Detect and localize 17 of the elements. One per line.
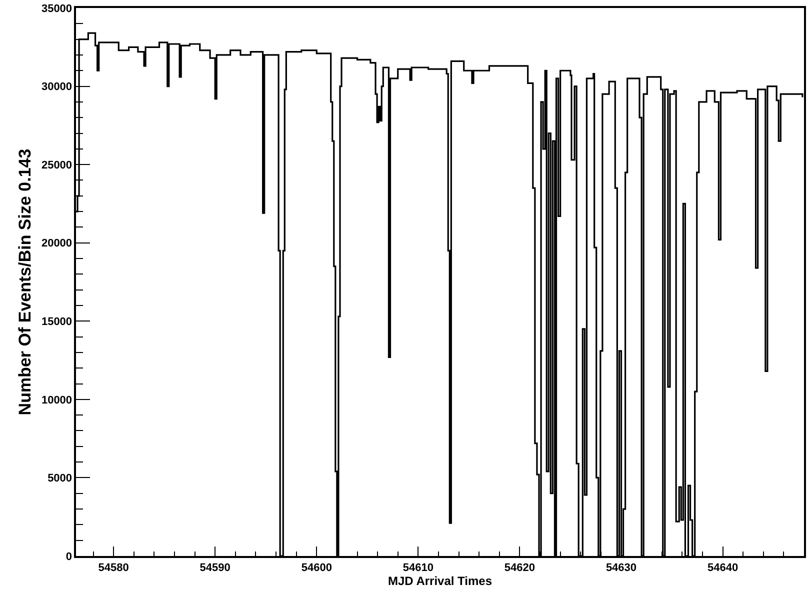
y-tick-label: 25000 bbox=[41, 159, 72, 172]
x-tick-label: 54580 bbox=[98, 562, 129, 574]
x-tick-label: 54590 bbox=[200, 562, 230, 574]
y-tick-label: 5000 bbox=[48, 472, 72, 485]
y-tick-label: 30000 bbox=[41, 81, 72, 94]
x-tick-label: 54630 bbox=[606, 562, 637, 574]
y-tick-label: 10000 bbox=[41, 394, 72, 406]
y-tick-label: 20000 bbox=[41, 238, 72, 250]
y-tick-label: 15000 bbox=[41, 316, 72, 328]
y-tick-label: 0 bbox=[66, 550, 72, 563]
x-tick-label: 54600 bbox=[301, 562, 332, 574]
y-tick-label: 35000 bbox=[41, 2, 72, 15]
y-axis-title: Number Of Events/Bin Size 0.143 bbox=[16, 148, 35, 416]
x-tick-label: 54620 bbox=[504, 562, 535, 574]
x-tick-label: 54640 bbox=[707, 562, 738, 574]
x-axis-title: MJD Arrival Times bbox=[388, 574, 492, 588]
x-tick-label: 54610 bbox=[402, 562, 434, 574]
